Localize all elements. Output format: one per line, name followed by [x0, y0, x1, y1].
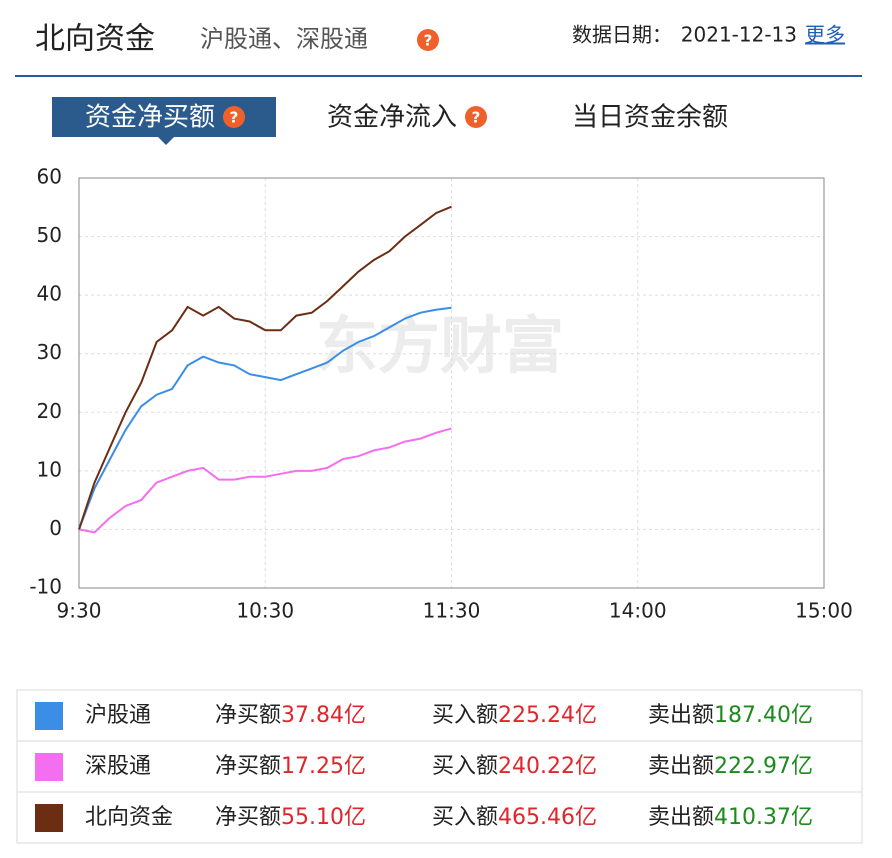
- cell-label: 买入额: [432, 703, 498, 728]
- tab[interactable]: 资金净流入: [327, 103, 457, 133]
- cell-label: 卖出额: [648, 805, 714, 830]
- y-tick-label: -10: [29, 575, 62, 599]
- cell-label: 买入额: [432, 805, 498, 830]
- more-link[interactable]: 更多: [805, 23, 845, 47]
- cell-value: 187.40亿: [714, 703, 813, 728]
- cell-value: 240.22亿: [498, 754, 597, 779]
- cell-label: 买入额: [432, 754, 498, 779]
- cell: 买入额240.22亿: [432, 754, 597, 779]
- legend-swatch: [35, 804, 63, 832]
- legend-swatch: [35, 702, 63, 730]
- cell: 买入额225.24亿: [432, 703, 597, 728]
- x-tick-label: 14:00: [609, 599, 667, 623]
- tab[interactable]: 当日资金余额: [572, 103, 728, 133]
- row-name: 北向资金: [85, 805, 173, 830]
- help-circle: [223, 106, 245, 128]
- cell-label: 净买额: [215, 754, 281, 779]
- x-tick-label: 15:00: [795, 599, 853, 623]
- series-line: [78, 205, 452, 530]
- watermark: 东方财富: [316, 309, 564, 382]
- cell: 卖出额222.97亿: [648, 754, 813, 779]
- date: 2021-12-13: [681, 23, 797, 47]
- subtitle: 沪股通、深股通: [200, 25, 368, 53]
- cell-value: 222.97亿: [714, 754, 813, 779]
- cell: 净买额17.25亿: [215, 754, 366, 779]
- row-name: 深股通: [85, 754, 151, 779]
- cell-label: 卖出额: [648, 754, 714, 779]
- cell-label: 卖出额: [648, 703, 714, 728]
- series-line: [78, 427, 452, 534]
- cell: 卖出额410.37亿: [648, 805, 813, 830]
- title: 北向资金: [35, 22, 155, 57]
- cell-label: 净买额: [215, 703, 281, 728]
- y-tick-label: 50: [37, 223, 62, 247]
- y-tick-label: 30: [37, 340, 62, 364]
- cell: 买入额465.46亿: [432, 805, 597, 830]
- cell: 卖出额187.40亿: [648, 703, 813, 728]
- help-icon[interactable]: ?: [465, 106, 487, 128]
- x-tick-label: 9:30: [57, 599, 102, 623]
- cell-value: 465.46亿: [498, 805, 597, 830]
- plot-border: [78, 177, 825, 589]
- cell: 净买额37.84亿: [215, 703, 366, 728]
- tab[interactable]: 资金净买额: [85, 103, 215, 133]
- svg-text:?: ?: [424, 32, 433, 50]
- y-tick-label: 10: [37, 457, 62, 481]
- series-line: [78, 306, 452, 530]
- cell-value: 225.24亿: [498, 703, 597, 728]
- cell-value: 55.10亿: [281, 805, 366, 830]
- y-tick-label: 0: [49, 516, 62, 540]
- y-tick-label: 40: [37, 282, 62, 306]
- help-icon[interactable]: ?: [417, 29, 439, 51]
- x-tick-label: 11:30: [423, 599, 481, 623]
- cell-value: 410.37亿: [714, 805, 813, 830]
- y-tick-label: 60: [37, 165, 62, 189]
- help-circle: [465, 106, 487, 128]
- x-tick-label: 10:30: [236, 599, 294, 623]
- row-name: 沪股通: [85, 703, 151, 728]
- help-mark: ?: [472, 109, 481, 127]
- legend-swatch: [35, 753, 63, 781]
- help-mark: ?: [230, 109, 239, 127]
- table-border: [16, 689, 863, 844]
- cell: 净买额55.10亿: [215, 805, 366, 830]
- cell-value: 37.84亿: [281, 703, 366, 728]
- y-tick-label: 20: [37, 399, 62, 423]
- date-label: 数据日期：: [572, 23, 672, 47]
- cell-value: 17.25亿: [281, 754, 366, 779]
- cell-label: 净买额: [215, 805, 281, 830]
- tab-pointer: [158, 137, 174, 145]
- help-icon[interactable]: ?: [223, 106, 245, 128]
